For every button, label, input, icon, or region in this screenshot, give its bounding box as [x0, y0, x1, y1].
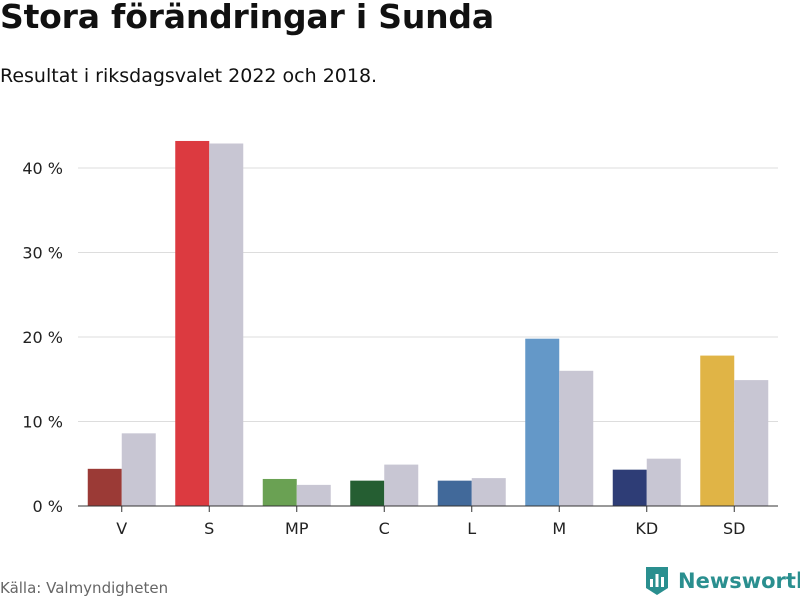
y-tick-label: 10 %	[22, 413, 63, 432]
bar-s-current	[175, 140, 210, 506]
bar-m-previous	[559, 370, 594, 506]
source-note: Källa: Valmyndigheten	[0, 579, 169, 597]
brand[interactable]: Newsworthy	[645, 566, 800, 596]
x-tick-label: KD	[635, 519, 658, 538]
bar-s-previous	[209, 143, 244, 506]
x-tick-label: V	[116, 519, 127, 538]
bars	[87, 140, 769, 506]
x-tick-label: L	[467, 519, 476, 538]
bar-l-current	[437, 480, 472, 506]
bar-l-previous	[471, 478, 506, 506]
bar-v-previous	[121, 433, 156, 506]
x-tick-label: C	[379, 519, 390, 538]
y-tick-label: 30 %	[22, 244, 63, 263]
bar-sd-previous	[734, 380, 769, 506]
bar-kd-current	[612, 469, 647, 506]
bar-kd-previous	[646, 458, 681, 506]
bar-m-current	[525, 338, 560, 506]
bar-mp-current	[262, 478, 297, 506]
chart-subtitle: Resultat i riksdagsvalet 2022 och 2018.	[0, 65, 378, 87]
y-tick-label: 0 %	[33, 497, 63, 516]
y-tick-label: 40 %	[22, 159, 63, 178]
x-tick-label: M	[552, 519, 566, 538]
x-tick-label: SD	[723, 519, 745, 538]
x-tick-label: S	[204, 519, 214, 538]
bar-mp-previous	[296, 484, 331, 506]
chart-title: Stora förändringar i Sunda	[0, 0, 494, 36]
axes: 0 % 10 % 20 % 30 % 40 % V S MP C L M KD SD	[22, 159, 778, 538]
newsworthy-logo-icon	[646, 567, 668, 595]
bar-v-current	[87, 468, 122, 506]
bar-c-current	[350, 480, 385, 506]
brand-name: Newsworthy	[678, 569, 800, 593]
y-tick-label: 20 %	[22, 328, 63, 347]
bar-c-previous	[384, 464, 419, 506]
x-tick-label: MP	[285, 519, 309, 538]
bar-sd-current	[700, 355, 735, 506]
